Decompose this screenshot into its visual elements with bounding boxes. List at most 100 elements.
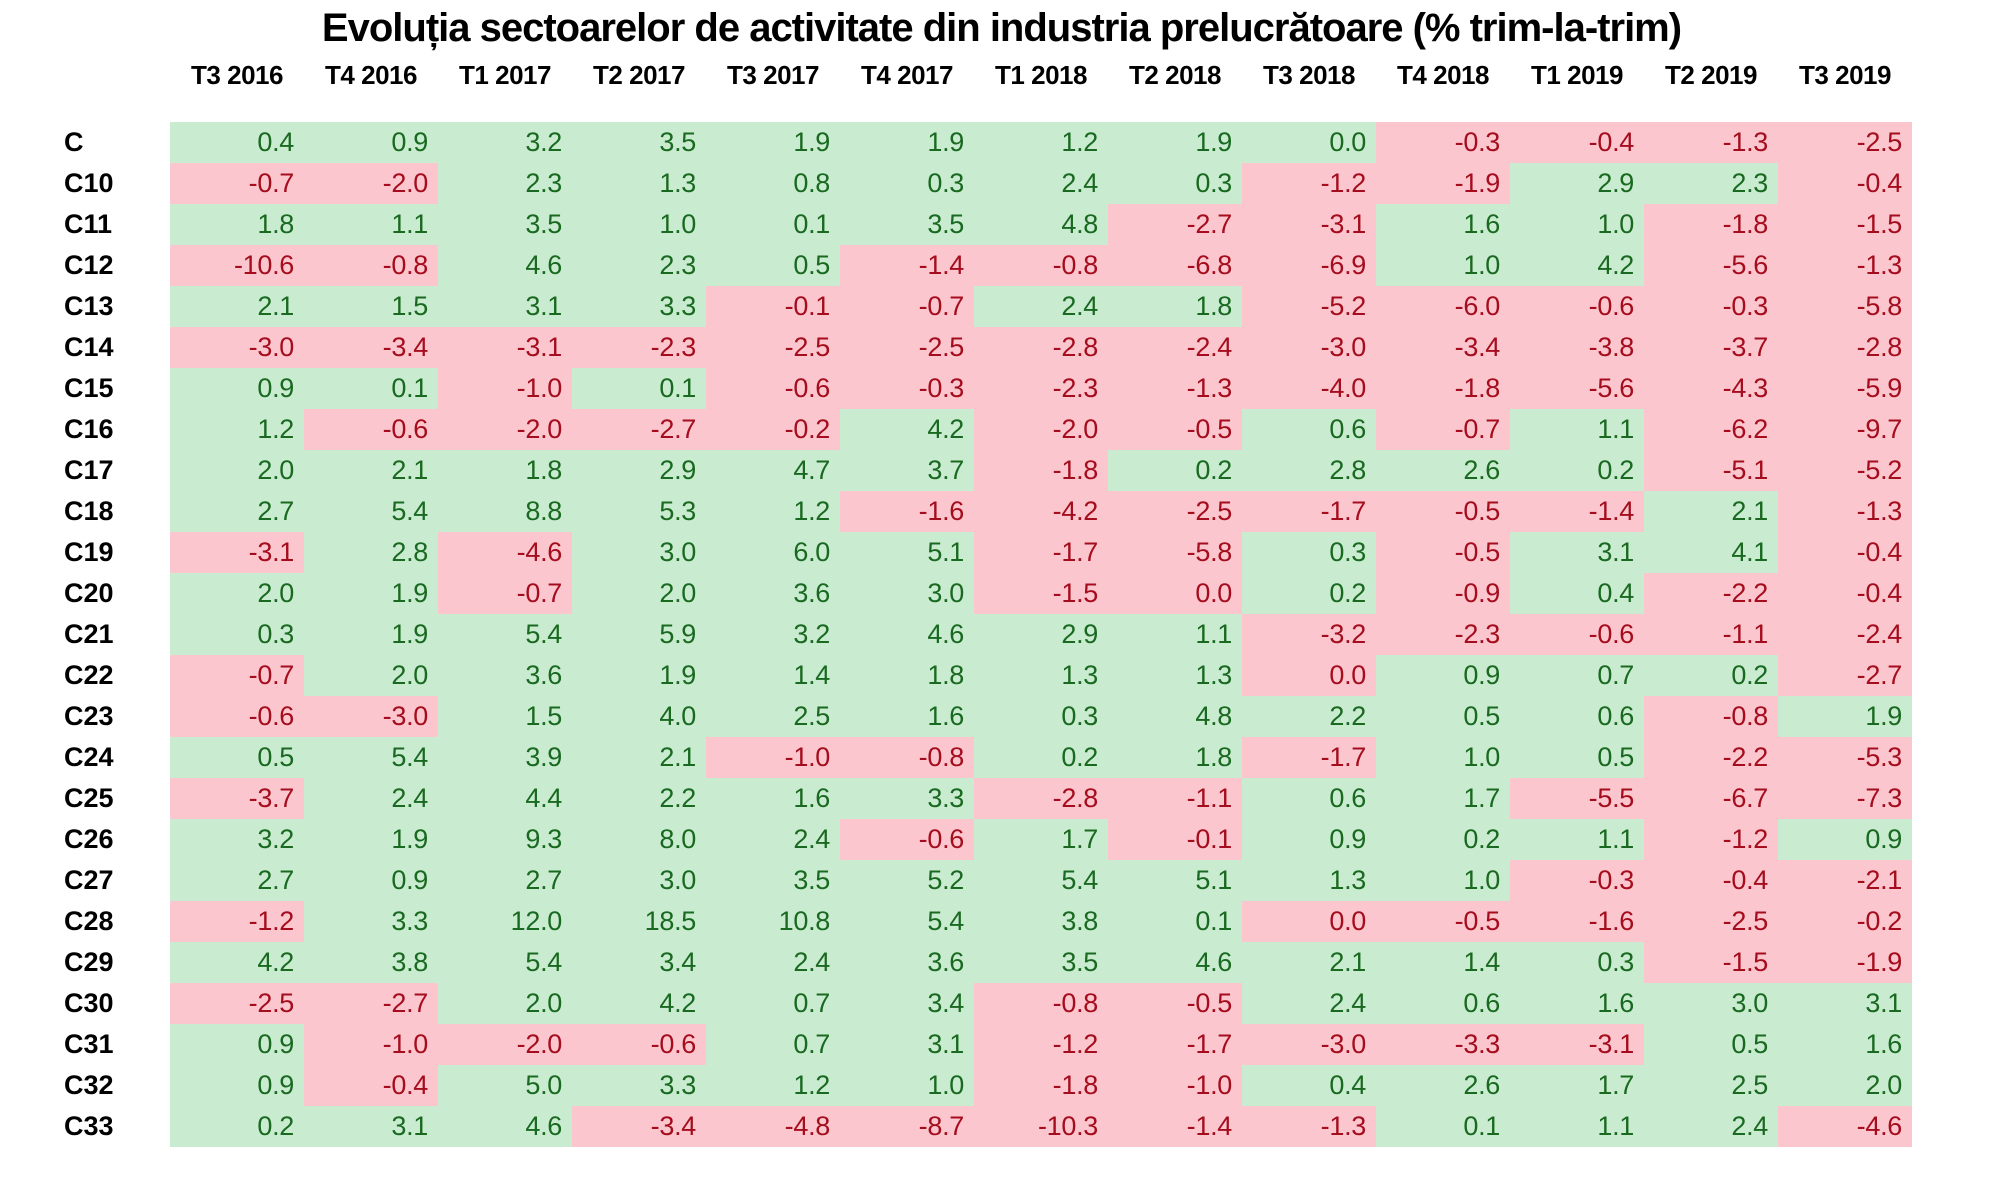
header-row: T3 2016 T4 2016 T1 2017 T2 2017 T3 2017 T4 20… (0, 52, 1912, 122)
table-cell: 10.8 (706, 901, 840, 942)
table-row: C11 1.8 1.1 3.5 1.0 0.1 3.5 4.8 -2.7 -3.1 1.6 1.0 -1… (0, 204, 1912, 245)
table-cell: 3.0 (840, 573, 974, 614)
column-header: T2 2019 (1644, 52, 1778, 122)
table-cell: -0.1 (1108, 819, 1242, 860)
table-cell: -2.8 (1778, 327, 1912, 368)
table-cell: -1.9 (1778, 942, 1912, 983)
table-cell: -1.3 (1778, 245, 1912, 286)
table-cell: 2.3 (438, 163, 572, 204)
table-cell: 0.4 (1510, 573, 1644, 614)
table-cell: 0.9 (170, 1065, 304, 1106)
table-cell: -3.4 (304, 327, 438, 368)
table-cell: -2.3 (1376, 614, 1510, 655)
table-cell: 3.1 (1510, 532, 1644, 573)
table-cell: 0.0 (1108, 573, 1242, 614)
table-cell: -0.3 (1510, 860, 1644, 901)
table-cell: 2.1 (170, 286, 304, 327)
table-cell: 3.4 (572, 942, 706, 983)
column-header: T1 2017 (438, 52, 572, 122)
table-cell: 1.2 (706, 1065, 840, 1106)
table-cell: 1.9 (304, 614, 438, 655)
table-cell: 3.8 (974, 901, 1108, 942)
table-cell: 1.9 (304, 819, 438, 860)
table-cell: -2.3 (572, 327, 706, 368)
table-row: C12 -10.6 -0.8 4.6 2.3 0.5 -1.4 -0.8 -6.8 -6.9 1.0… (0, 245, 1912, 286)
table-cell: 4.2 (170, 942, 304, 983)
table-row: C15 0.9 0.1 -1.0 0.1 -0.6 -0.3 -2.3 -1.3 -4.0 -1.8… (0, 368, 1912, 409)
table-cell: -1.1 (1108, 778, 1242, 819)
table-cell: -0.8 (974, 983, 1108, 1024)
column-header: T3 2017 (706, 52, 840, 122)
table-row: C27 2.7 0.9 2.7 3.0 3.5 5.2 5.4 5.1 1.3 1.0 -0.3 -0.… (0, 860, 1912, 901)
table-row: C31 0.9 -1.0 -2.0 -0.6 0.7 3.1 -1.2 -1.7 -3.0 -3.3… (0, 1024, 1912, 1065)
row-label: C (0, 122, 170, 163)
table-cell: -3.7 (170, 778, 304, 819)
table-cell: 8.8 (438, 491, 572, 532)
table-cell: 0.9 (170, 368, 304, 409)
corner-cell (0, 52, 170, 122)
table-cell: 1.2 (170, 409, 304, 450)
table-cell: 3.2 (706, 614, 840, 655)
row-label: C22 (0, 655, 170, 696)
table-cell: 3.1 (840, 1024, 974, 1065)
table-cell: 1.0 (1376, 737, 1510, 778)
table-row: C29 4.2 3.8 5.4 3.4 2.4 3.6 3.5 4.6 2.1 1.4 0.3 -1.5… (0, 942, 1912, 983)
table-cell: 1.9 (304, 573, 438, 614)
table-cell: -2.1 (1778, 860, 1912, 901)
table-cell: 2.0 (572, 573, 706, 614)
table-cell: 2.2 (572, 778, 706, 819)
table-cell: 0.0 (1242, 901, 1376, 942)
table-cell: 5.4 (974, 860, 1108, 901)
table-cell: -5.2 (1242, 286, 1376, 327)
table-cell: -5.6 (1510, 368, 1644, 409)
table-cell: -1.0 (438, 368, 572, 409)
table-cell: 3.8 (304, 942, 438, 983)
row-label: C12 (0, 245, 170, 286)
table-cell: 9.3 (438, 819, 572, 860)
table-cell: 0.2 (1376, 819, 1510, 860)
column-header: T4 2016 (304, 52, 438, 122)
table-cell: 0.9 (1376, 655, 1510, 696)
table-cell: 5.4 (840, 901, 974, 942)
table-cell: -5.2 (1778, 450, 1912, 491)
table-cell: 2.6 (1376, 1065, 1510, 1106)
table-cell: 1.3 (1108, 655, 1242, 696)
table-cell: -3.1 (438, 327, 572, 368)
table-cell: 3.0 (572, 860, 706, 901)
table-cell: 0.5 (1376, 696, 1510, 737)
column-header: T2 2018 (1108, 52, 1242, 122)
table-cell: 0.8 (706, 163, 840, 204)
table-cell: -0.7 (840, 286, 974, 327)
table-cell: 3.5 (438, 204, 572, 245)
table-cell: 2.4 (304, 778, 438, 819)
table-cell: 1.8 (1108, 737, 1242, 778)
table-cell: 4.2 (840, 409, 974, 450)
table-cell: -0.2 (1778, 901, 1912, 942)
table-cell: 18.5 (572, 901, 706, 942)
table-cell: 3.3 (840, 778, 974, 819)
table-cell: -6.9 (1242, 245, 1376, 286)
row-label: C13 (0, 286, 170, 327)
table-cell: -4.3 (1644, 368, 1778, 409)
table-cell: -2.8 (974, 778, 1108, 819)
table-row: C 0.4 0.9 3.2 3.5 1.9 1.9 1.2 1.9 0.0 -0.3 -0.4 -1.3… (0, 122, 1912, 163)
table-cell: 5.1 (840, 532, 974, 573)
table-cell: 1.4 (706, 655, 840, 696)
table-cell: -5.1 (1644, 450, 1778, 491)
table-cell: -0.5 (1376, 901, 1510, 942)
table-cell: -2.0 (438, 409, 572, 450)
table-row: C33 0.2 3.1 4.6 -3.4 -4.8 -8.7 -10.3 -1.4 -1.3 0.1… (0, 1106, 1912, 1147)
table-cell: -3.1 (170, 532, 304, 573)
table-cell: -1.7 (1108, 1024, 1242, 1065)
table-cell: 1.9 (1778, 696, 1912, 737)
table-cell: -1.5 (1644, 942, 1778, 983)
table-cell: 4.7 (706, 450, 840, 491)
table-cell: 4.8 (1108, 696, 1242, 737)
table-row: C14 -3.0 -3.4 -3.1 -2.3 -2.5 -2.5 -2.8 -2.4 -3.0-… (0, 327, 1912, 368)
table-cell: -0.1 (706, 286, 840, 327)
table-cell: -0.4 (1510, 122, 1644, 163)
table-cell: -10.3 (974, 1106, 1108, 1147)
table-cell: 0.6 (1242, 409, 1376, 450)
row-label: C32 (0, 1065, 170, 1106)
table-cell: 0.2 (170, 1106, 304, 1147)
